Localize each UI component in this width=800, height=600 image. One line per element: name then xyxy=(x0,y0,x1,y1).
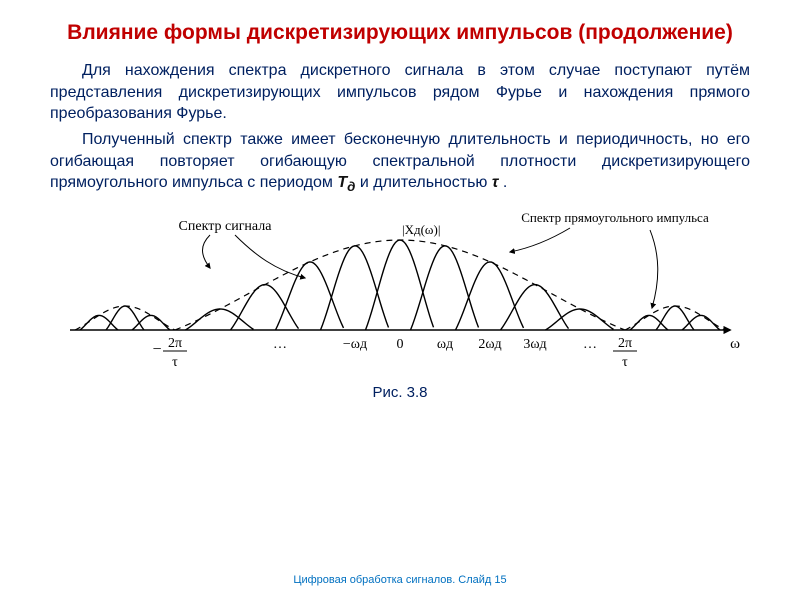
svg-text:0: 0 xyxy=(397,337,404,352)
svg-text:2ωд: 2ωд xyxy=(478,337,501,352)
para2-end: . xyxy=(498,174,507,191)
spectrum-diagram: …−ωд0ωд2ωд3ωд…−2πτ2πτω|Xд(ω)|Спектр сигн… xyxy=(50,200,750,375)
svg-text:ωд: ωд xyxy=(437,337,453,352)
svg-text:Спектр сигнала: Спектр сигнала xyxy=(179,219,273,234)
svg-text:Спектр прямоугольного импульса: Спектр прямоугольного импульса xyxy=(521,210,709,225)
paragraph-1: Для нахождения спектра дискретного сигна… xyxy=(50,60,750,125)
svg-text:2π: 2π xyxy=(618,336,632,351)
slide-title: Влияние формы дискретизирующих импульсов… xyxy=(50,20,750,46)
para2-mid: и длительностью xyxy=(355,174,491,191)
svg-text:|Xд(ω)|: |Xд(ω)| xyxy=(402,222,440,237)
svg-text:…: … xyxy=(583,337,597,352)
svg-text:τ: τ xyxy=(172,355,178,370)
svg-text:…: … xyxy=(273,337,287,352)
svg-text:−ωд: −ωд xyxy=(343,337,367,352)
svg-text:3ωд: 3ωд xyxy=(523,337,546,352)
svg-text:2π: 2π xyxy=(168,336,182,351)
slide-footer: Цифровая обработка сигналов. Слайд 15 xyxy=(0,574,800,586)
paragraph-2: Полученный спектр также имеет бесконечну… xyxy=(50,129,750,196)
svg-text:ω: ω xyxy=(730,336,740,352)
svg-text:−: − xyxy=(152,341,161,358)
figure: …−ωд0ωд2ωд3ωд…−2πτ2πτω|Xд(ω)|Спектр сигн… xyxy=(50,200,750,401)
T-symbol: T xyxy=(337,174,347,191)
svg-text:τ: τ xyxy=(622,355,628,370)
figure-caption: Рис. 3.8 xyxy=(50,384,750,401)
body-text: Для нахождения спектра дискретного сигна… xyxy=(50,60,750,196)
